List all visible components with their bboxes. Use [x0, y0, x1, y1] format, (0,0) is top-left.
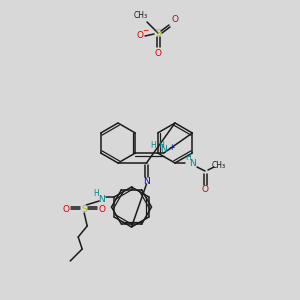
- Text: S: S: [81, 205, 87, 214]
- Text: S: S: [155, 28, 161, 38]
- Text: H H: H H: [151, 140, 165, 149]
- Text: H: H: [185, 154, 191, 163]
- Text: N: N: [143, 178, 150, 187]
- Text: +: +: [169, 142, 175, 152]
- Text: O: O: [99, 205, 106, 214]
- Text: O: O: [172, 16, 178, 25]
- Text: CH₃: CH₃: [134, 11, 148, 20]
- Text: CH₃: CH₃: [212, 160, 226, 169]
- Text: H: H: [93, 190, 99, 199]
- Text: O: O: [63, 205, 70, 214]
- Text: N: N: [190, 160, 196, 169]
- Text: N: N: [98, 196, 105, 205]
- Text: O: O: [136, 32, 143, 40]
- Text: N: N: [160, 146, 167, 154]
- Text: O: O: [202, 184, 208, 194]
- Text: O: O: [154, 49, 161, 58]
- Text: −: −: [142, 26, 148, 35]
